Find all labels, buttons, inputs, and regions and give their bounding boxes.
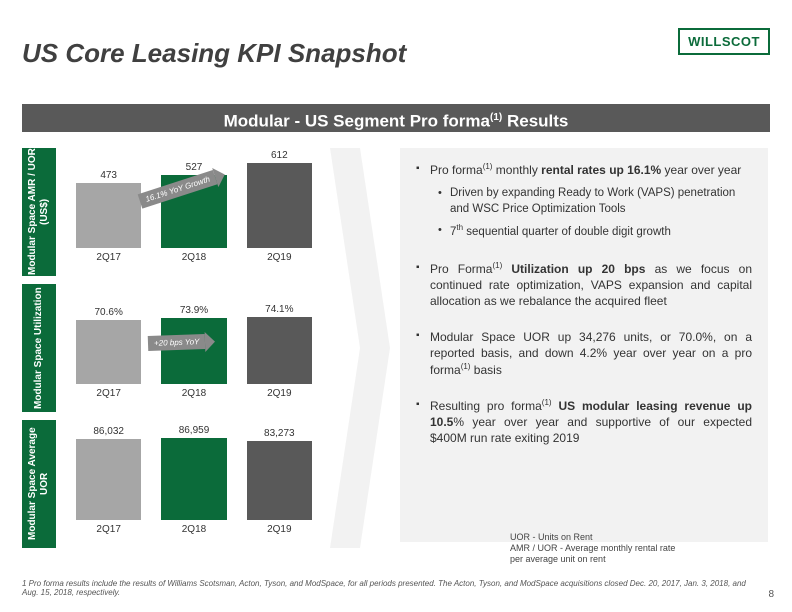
bullet-3: Modular Space UOR up 34,276 units, or 70… xyxy=(416,329,752,378)
chart-area: 86,032 86,959 83,273 2Q17 2Q18 2Q19 xyxy=(56,420,322,548)
x-axis-label: 2Q17 xyxy=(76,524,141,535)
bar xyxy=(247,317,312,384)
sup: (1) xyxy=(542,398,552,407)
bar-wrap: 612 xyxy=(247,150,312,248)
sub-bullet: Driven by expanding Ready to Work (VAPS)… xyxy=(430,186,752,217)
chart-utilization: Modular Space Utilization 70.6% 73.9% 74.1… xyxy=(22,284,322,412)
chart-area: 473527612 2Q172Q182Q19 16.1% YoY Growth xyxy=(56,148,322,276)
bar-value-label: 612 xyxy=(271,150,288,161)
text: Resulting pro forma xyxy=(430,399,542,413)
chart-label: Modular Space Utilization xyxy=(22,284,56,412)
bar xyxy=(247,163,312,248)
bar-value-label: 74.1% xyxy=(265,304,293,315)
sub-bullet: 7th sequential quarter of double digit g… xyxy=(430,223,752,240)
x-axis-label: 2Q19 xyxy=(247,388,312,399)
sup: (1) xyxy=(492,261,502,270)
text: sequential quarter of double digit growt… xyxy=(463,226,671,238)
bar xyxy=(76,439,141,521)
bar-wrap: 473 xyxy=(76,170,141,248)
bar xyxy=(161,438,226,520)
bar xyxy=(247,441,312,520)
bar xyxy=(161,318,226,385)
definitions: UOR - Units on Rent AMR / UOR - Average … xyxy=(510,532,675,564)
x-axis-label: 2Q18 xyxy=(161,388,226,399)
growth-arrow: +20 bps YoY xyxy=(148,334,206,351)
x-axis-label: 2Q18 xyxy=(161,252,226,263)
chart-area: 70.6% 73.9% 74.1% 2Q17 2Q18 2Q19 +20 bps YoY xyxy=(56,284,322,412)
bar-value-label: 73.9% xyxy=(180,305,208,316)
logo-willscot: WILLSCOT xyxy=(678,28,770,55)
chart-label: Modular Space AMR / UOR (US$) xyxy=(22,148,56,276)
def-line: UOR - Units on Rent xyxy=(510,532,675,543)
x-axis-label: 2Q18 xyxy=(161,524,226,535)
bar-value-label: 527 xyxy=(186,162,203,173)
chart-avg-uor: Modular Space Average UOR 86,032 86,959 83… xyxy=(22,420,322,548)
bar-value-label: 83,273 xyxy=(264,428,295,439)
sup: (1) xyxy=(483,162,493,171)
x-axis-label: 2Q17 xyxy=(76,252,141,263)
bold-text: Utilization up 20 bps xyxy=(502,262,645,276)
bar-wrap: 70.6% xyxy=(76,307,141,384)
footnote: 1 Pro forma results include the results … xyxy=(22,579,752,598)
bar-wrap: 86,959 xyxy=(161,425,226,520)
text: year over year xyxy=(661,163,741,177)
def-line: AMR / UOR - Average monthly rental rate xyxy=(510,543,675,554)
bullet-1: Pro forma(1) monthly rental rates up 16.… xyxy=(416,162,752,241)
text: Pro forma xyxy=(430,163,483,177)
transition-arrow xyxy=(330,148,390,548)
x-axis-label: 2Q19 xyxy=(247,524,312,535)
page-number: 8 xyxy=(768,589,774,600)
text: % year over year and supportive of our e… xyxy=(430,415,752,445)
bold-text: rental rates up 16.1% xyxy=(541,163,661,177)
def-line: per average unit on rent xyxy=(510,554,675,565)
bar-value-label: 473 xyxy=(100,170,117,181)
text: monthly xyxy=(492,163,541,177)
section-bar-text-a: Modular - US Segment Pro forma xyxy=(224,112,490,131)
bar-wrap: 83,273 xyxy=(247,428,312,520)
x-axis-label: 2Q19 xyxy=(247,252,312,263)
bar xyxy=(76,183,141,248)
chart-amr-uor: Modular Space AMR / UOR (US$) 473527612 … xyxy=(22,148,322,276)
section-bar-text-b: Results xyxy=(502,112,568,131)
chart-label: Modular Space Average UOR xyxy=(22,420,56,548)
bar-value-label: 70.6% xyxy=(94,307,122,318)
page-title: US Core Leasing KPI Snapshot xyxy=(22,38,406,69)
bullet-2: Pro Forma(1) Utilization up 20 bps as we… xyxy=(416,261,752,310)
charts-column: Modular Space AMR / UOR (US$) 473527612 … xyxy=(22,148,322,556)
text: basis xyxy=(470,363,501,377)
bar xyxy=(76,320,141,384)
text: Pro Forma xyxy=(430,262,492,276)
bar-wrap: 86,032 xyxy=(76,426,141,521)
bar-value-label: 86,032 xyxy=(93,426,124,437)
bullet-4: Resulting pro forma(1) US modular leasin… xyxy=(416,398,752,447)
x-axis-label: 2Q17 xyxy=(76,388,141,399)
sup: (1) xyxy=(461,362,471,371)
bar-value-label: 86,959 xyxy=(179,425,210,436)
bullets-box: Pro forma(1) monthly rental rates up 16.… xyxy=(400,148,768,542)
bar-wrap: 74.1% xyxy=(247,304,312,384)
section-bar-sup: (1) xyxy=(490,112,502,123)
section-bar: Modular - US Segment Pro forma(1) Result… xyxy=(22,104,770,132)
